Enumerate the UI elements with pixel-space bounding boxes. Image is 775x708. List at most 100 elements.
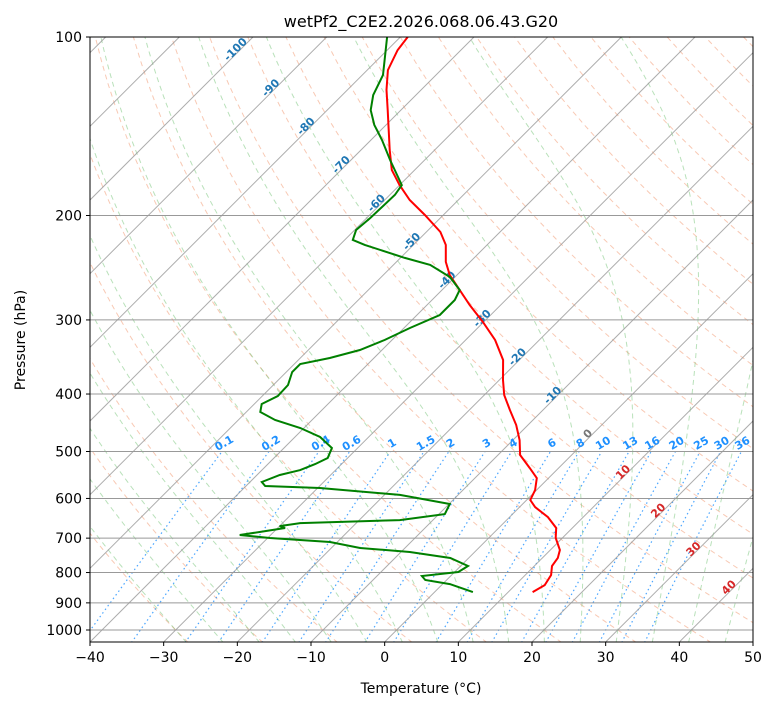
x-tick-label: 30 [597,650,615,666]
mixing-ratio-line [598,451,701,642]
mixing-ratio-label: 13 [620,434,640,453]
dry-adiabat-line [399,37,753,408]
moist-adiabat-line [90,309,332,642]
dry-adiabat-line [94,37,562,642]
isotherm-grid-line [90,37,401,349]
isotherm-label: -40 [435,268,458,291]
mixing-ratio-label: 6 [545,436,558,451]
isotherm-label: -70 [330,153,353,176]
background-lines [90,37,753,642]
isotherm-grid-line [162,51,753,642]
x-tick-label: 40 [670,650,688,666]
mixing-ratio-label: 20 [667,434,687,453]
mixing-ratio-line [571,451,677,642]
dry-adiabat-line [476,37,753,326]
mixing-ratio-line [184,451,320,642]
dry-adiabat-line [666,37,753,127]
temperature-trace [385,37,561,593]
dry-adiabat-line [552,37,753,245]
isotherm-label: 20 [648,500,668,520]
isotherm-label: 10 [613,462,633,482]
x-tick-label: −40 [75,650,105,666]
dry-adiabat-line [132,37,637,642]
dry-adiabat-line [437,37,753,367]
isotherm-grid-line [90,37,696,642]
dry-adiabat-line [743,37,753,48]
mixing-ratio-label: 4 [507,436,520,451]
dry-adiabat-line [704,37,753,87]
isotherm-label: 30 [684,539,704,559]
isotherm-label: 40 [719,577,739,597]
x-tick-label: −20 [223,650,253,666]
dry-adiabat-line [514,37,753,285]
dry-adiabat-line [171,37,712,642]
dry-adiabat-line [90,357,338,642]
line-labels: 0.1 0.2 0.4 0.6 1 1.5 2 3 4 6 8 10 13 16 20 25 30 36-100-… [212,35,752,598]
mixing-ratio-label: 0.1 [212,433,235,454]
mixing-ratio-label: 10 [593,434,613,453]
moist-adiabat-line [90,478,224,642]
dry-adiabat-line [90,152,488,642]
mixing-ratio-line [218,451,351,642]
moist-adiabat-line [688,357,753,642]
moist-adiabat-line [100,37,439,642]
mixing-ratio-label: 30 [712,434,732,453]
y-tick-label: 200 [55,209,82,225]
dry-adiabat-line [90,447,264,642]
moist-adiabat-line [468,37,634,642]
moist-adiabat-line [724,535,753,642]
mixing-ratio-line [90,451,223,632]
isotherm-grid-line [90,37,622,570]
y-axis-label: Pressure (hPa) [13,290,29,390]
isotherm-grid-line [752,641,753,642]
isotherm-grid-line [310,199,753,642]
y-tick-label: 600 [55,491,82,507]
mixing-ratio-line [435,451,552,642]
isotherm-grid-line [90,37,475,422]
x-tick-label: 10 [449,650,467,666]
isotherm-grid-line [90,37,549,496]
moist-adiabat-line [90,136,403,642]
dewpoint-trace [239,37,474,594]
x-tick-label: 50 [744,650,762,666]
x-tick-label: 0 [380,650,389,666]
isotherm-grid-line [90,37,254,201]
moist-adiabat-line [90,427,260,642]
moist-adiabat-line [90,234,368,642]
mixing-ratio-label: 0.2 [259,433,282,454]
mixing-ratio-line [521,451,630,642]
dry-adiabat-line [590,37,753,205]
isotherm-grid-line [457,346,753,642]
x-axis-label: Temperature (°C) [360,681,482,697]
y-tick-label: 100 [55,30,82,46]
mixing-ratio-line [325,451,450,642]
isotherm-label: -100 [221,35,250,64]
isotherm-grid-line [383,272,753,642]
isotherm-grid-line [90,37,328,275]
isotherm-label: -80 [294,115,317,138]
mixing-ratio-label: 0.6 [340,433,364,454]
isotherm-label: -10 [541,384,564,407]
moist-adiabat-line [353,37,584,642]
mixing-ratio-label: 8 [574,436,587,451]
dry-adiabat-line [90,261,413,642]
x-tick-label: 20 [523,650,541,666]
y-tick-label: 300 [55,313,82,329]
mixing-ratio-label: 1 [386,436,399,451]
mixing-ratio-label: 3 [480,436,493,451]
mixing-ratio-line [364,451,486,642]
y-tick-label: 900 [55,596,82,612]
mixing-ratio-label: 1.5 [414,433,437,454]
dry-adiabat-line [90,532,189,642]
dry-adiabat-line [247,37,753,579]
moist-adiabat-line [620,37,700,642]
moist-adiabat-line [90,372,296,642]
mixing-ratio-line [393,451,513,642]
isotherm-grid-line [604,493,753,642]
traces [239,37,561,594]
mixing-ratio-line [545,451,652,642]
isotherm-label: -90 [259,76,282,99]
isotherm-label: -20 [506,345,529,368]
